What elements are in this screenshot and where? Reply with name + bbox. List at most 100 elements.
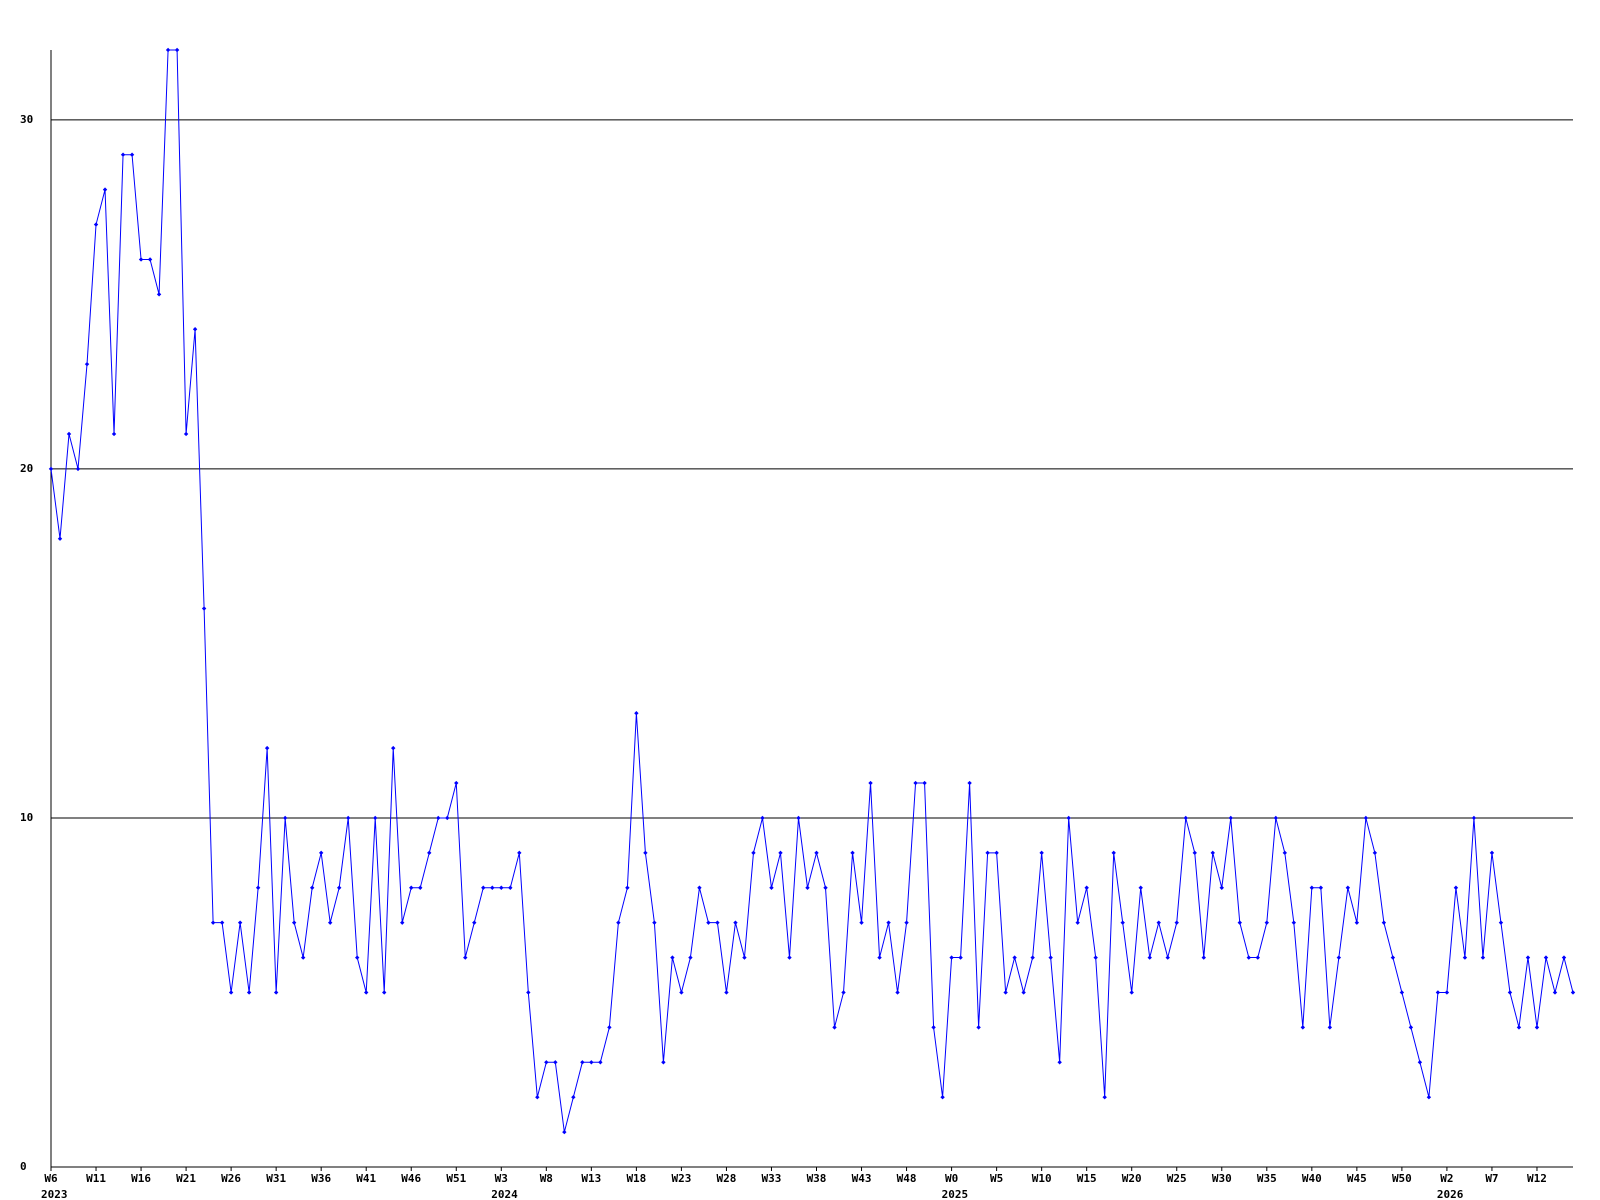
data-point [1507,990,1513,995]
data-point [490,885,495,890]
data-point [1354,920,1360,925]
data-point [1534,1025,1540,1030]
data-point [742,955,747,960]
data-point [102,187,108,192]
data-point [616,920,621,925]
data-point [1093,955,1098,960]
data-point [949,955,954,960]
series-line [50,49,1574,1133]
data-point [84,361,90,367]
x-tick-label: W30 [1212,1172,1232,1185]
x-tick-label: W12 [1527,1172,1547,1185]
data-point [291,920,297,925]
data-point [1066,815,1071,821]
data-point [1417,1060,1423,1065]
x-tick-label: W46 [401,1172,421,1185]
x-tick-label: W23 [671,1172,691,1185]
data-point [382,990,387,995]
data-point [724,990,729,995]
data-point [688,955,693,960]
data-point [418,885,423,890]
x-tick-label: W43 [852,1172,872,1185]
x-tick-label: W21 [176,1172,196,1185]
data-point [1543,955,1549,960]
data-point [1228,815,1233,821]
data-point [1498,920,1504,925]
data-point [1273,815,1279,821]
data-point [1039,850,1044,856]
data-point [427,850,432,856]
x-tick-label: W3 [495,1172,508,1185]
data-point [1399,990,1405,995]
x-tick-label: W38 [807,1172,827,1185]
data-point [355,955,360,960]
x-tick-label: W28 [717,1172,737,1185]
data-point [913,780,918,786]
data-point [192,327,198,332]
data-point [1102,1094,1107,1100]
data-point [1246,955,1251,960]
data-point [895,990,900,995]
data-point [625,885,630,890]
data-point [877,955,882,960]
x-tick-label: W35 [1257,1172,1277,1185]
data-point [183,431,189,437]
data-point [1363,815,1369,821]
data-point [1264,920,1269,925]
data-point [1012,955,1017,960]
data-point [327,920,333,925]
data-point [850,850,855,856]
data-point [472,920,477,925]
data-point [147,257,153,262]
data-point [1390,955,1396,960]
x-tick-label: W7 [1485,1172,1498,1185]
data-point [544,1060,549,1065]
data-point [571,1094,576,1100]
data-point [1525,955,1531,960]
data-point [553,1060,558,1065]
x-tick-label: W6 [44,1172,58,1185]
data-point [1462,955,1468,960]
data-point [111,431,117,437]
data-point [237,920,243,925]
data-point [1570,990,1576,995]
data-point [174,47,180,53]
x-tick-label: W25 [1167,1172,1187,1185]
data-point [859,920,864,925]
y-tick-label: 20 [20,462,33,475]
data-point [787,955,792,960]
data-point [165,47,171,53]
data-point [958,955,963,960]
data-point [75,466,81,472]
data-point [400,920,405,925]
data-point [318,850,324,856]
data-point [634,711,639,716]
data-point [832,1025,837,1030]
year-label: 2025 [942,1188,969,1200]
data-point [1282,850,1288,856]
data-point [66,431,72,437]
data-point [1318,885,1324,890]
data-point [1381,920,1387,925]
x-tick-label: W36 [311,1172,331,1185]
data-point [309,885,315,890]
data-point [1336,955,1342,960]
x-tick-label: W48 [897,1172,917,1185]
data-point [129,152,135,157]
data-point [1084,885,1089,890]
data-point [643,850,648,856]
data-point [138,257,144,262]
data-point [778,850,783,856]
data-point [589,1060,594,1065]
data-point [445,815,450,821]
data-point [1309,885,1315,890]
data-point [1219,885,1224,890]
data-point [364,990,369,995]
data-point [1300,1025,1306,1030]
data-point [1552,990,1558,995]
data-point [454,780,459,786]
data-point [499,885,504,890]
data-point [273,990,279,995]
x-tick-label: W11 [86,1172,106,1185]
x-tick-label: W41 [356,1172,376,1185]
